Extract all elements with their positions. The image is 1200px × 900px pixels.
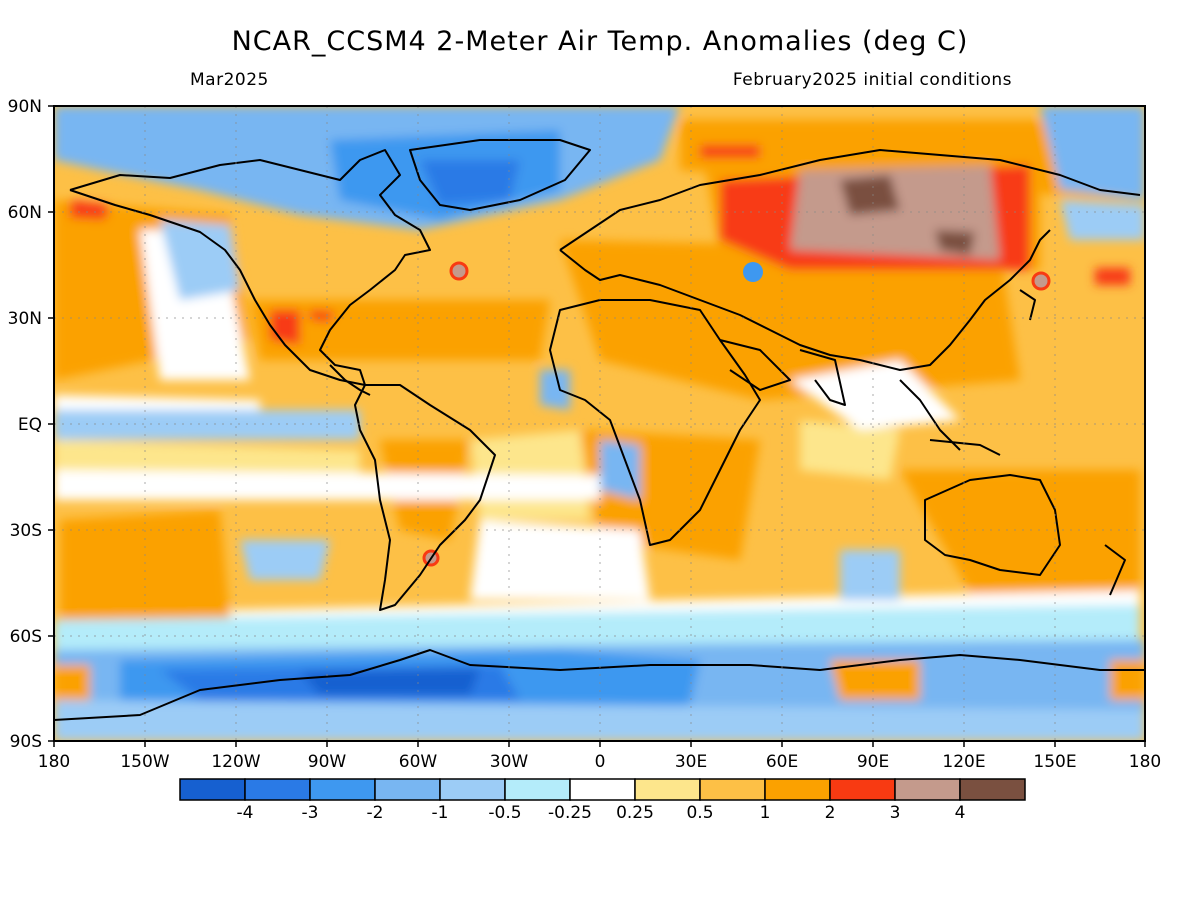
lat-label: 90N [8, 97, 42, 117]
lon-label: 150W [120, 752, 169, 772]
colorbar-swatch [309, 778, 376, 801]
colorbar-swatch [829, 778, 896, 801]
colorbar-swatch [764, 778, 831, 801]
lat-label: 30S [10, 521, 42, 541]
colorbar-swatch [439, 778, 506, 801]
colorbar-labels: -4 -3 -2 -1 -0.5 -0.25 0.25 0.5 1 2 3 4 [237, 803, 966, 823]
colorbar [179, 778, 1026, 801]
colorbar-swatch [569, 778, 636, 801]
colorbar-label: -2 [367, 803, 384, 823]
colorbar-swatch [959, 778, 1026, 801]
lon-label: 120W [211, 752, 260, 772]
lon-axis-labels: 180 150W 120W 90W 60W 30W 0 30E 60E 90E … [38, 752, 1161, 772]
lon-label: 0 [595, 752, 606, 772]
lon-label: 90E [857, 752, 889, 772]
colorbar-label: 3 [890, 803, 901, 823]
colorbar-label: 0.25 [616, 803, 654, 823]
colorbar-label: 1 [760, 803, 771, 823]
lon-label: 180 [1129, 752, 1161, 772]
colorbar-swatch [894, 778, 961, 801]
lat-axis-labels: 90N 60N 30N EQ 30S 60S 90S [8, 97, 42, 752]
lat-label: 30N [8, 309, 42, 329]
colorbar-label: 4 [955, 803, 966, 823]
lon-label: 90W [308, 752, 347, 772]
lat-label: EQ [18, 415, 42, 435]
colorbar-label: -0.5 [488, 803, 521, 823]
lon-label: 180 [38, 752, 70, 772]
colorbar-label: 0.5 [686, 803, 713, 823]
colorbar-swatch [699, 778, 766, 801]
init-conditions-label: February2025 initial conditions [732, 70, 1012, 90]
lon-label: 30E [675, 752, 707, 772]
axis-ticks [48, 105, 1146, 747]
colorbar-swatch [634, 778, 701, 801]
lon-label: 60W [399, 752, 438, 772]
colorbar-label: -0.25 [548, 803, 592, 823]
colorbar-swatch [504, 778, 571, 801]
valid-month-label: Mar2025 [190, 70, 269, 90]
anomaly-field [54, 106, 1145, 741]
lon-label: 150E [1033, 752, 1076, 772]
lat-label: 60S [10, 627, 42, 647]
lat-label: 60N [8, 203, 42, 223]
colorbar-label: -1 [432, 803, 449, 823]
lon-label: 60E [766, 752, 798, 772]
gridlines [54, 106, 1145, 741]
colorbar-swatch [244, 778, 311, 801]
colorbar-label: 2 [825, 803, 836, 823]
map-title: NCAR_CCSM4 2-Meter Air Temp. Anomalies (… [231, 26, 969, 57]
colorbar-label: -3 [302, 803, 319, 823]
lon-label: 30W [490, 752, 529, 772]
colorbar-label: -4 [237, 803, 254, 823]
lon-label: 120E [942, 752, 985, 772]
colorbar-swatch [374, 778, 441, 801]
coastlines [54, 139, 1145, 721]
colorbar-swatch [179, 778, 246, 801]
lat-label: 90S [10, 732, 42, 752]
